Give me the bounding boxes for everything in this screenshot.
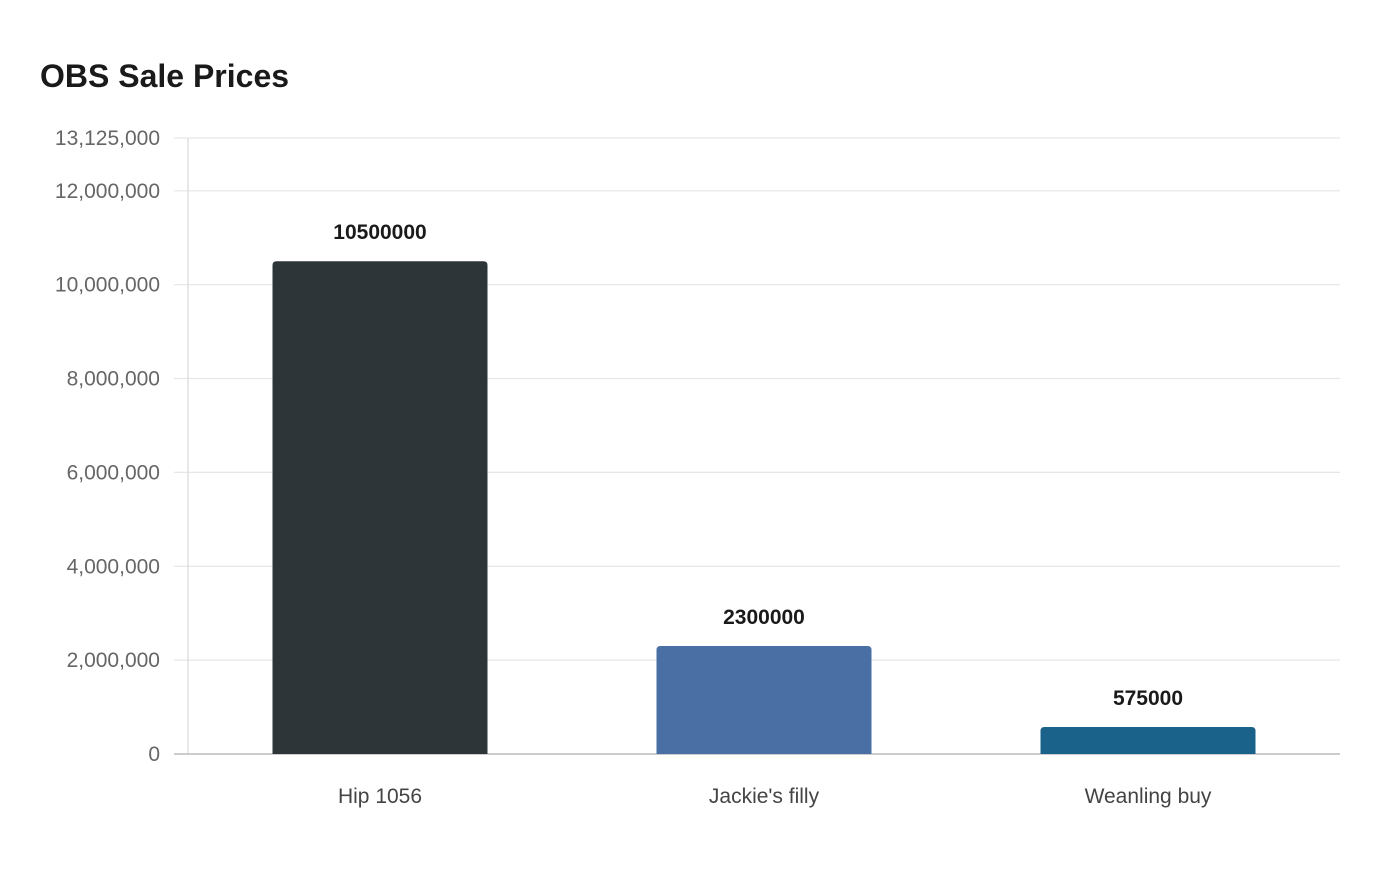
- y-tick-label: 13,125,000: [55, 127, 160, 150]
- labels: 0 2,000,000 4,000,000 6,000,000 8,000,000 10,…: [55, 127, 1212, 808]
- data-label: 2300000: [723, 606, 805, 629]
- bars: [272, 261, 1256, 754]
- x-tick-label: Hip 1056: [338, 785, 422, 808]
- bar: [656, 646, 872, 754]
- y-tick-label: 10,000,000: [55, 274, 160, 297]
- chart-title: OBS Sale Prices: [40, 58, 290, 94]
- bar: [1040, 727, 1256, 754]
- y-tick-label: 6,000,000: [67, 461, 160, 484]
- y-tick-label: 2,000,000: [67, 649, 160, 672]
- y-tick-label: 12,000,000: [55, 180, 160, 203]
- data-label: 575000: [1113, 687, 1183, 710]
- bar: [272, 261, 488, 754]
- y-tick-label: 4,000,000: [67, 555, 160, 578]
- data-label: 10500000: [333, 221, 426, 244]
- x-tick-label: Jackie's filly: [709, 785, 820, 808]
- x-tick-label: Weanling buy: [1085, 785, 1212, 808]
- y-tick-label: 8,000,000: [67, 368, 160, 391]
- y-tick-label: 0: [148, 743, 160, 766]
